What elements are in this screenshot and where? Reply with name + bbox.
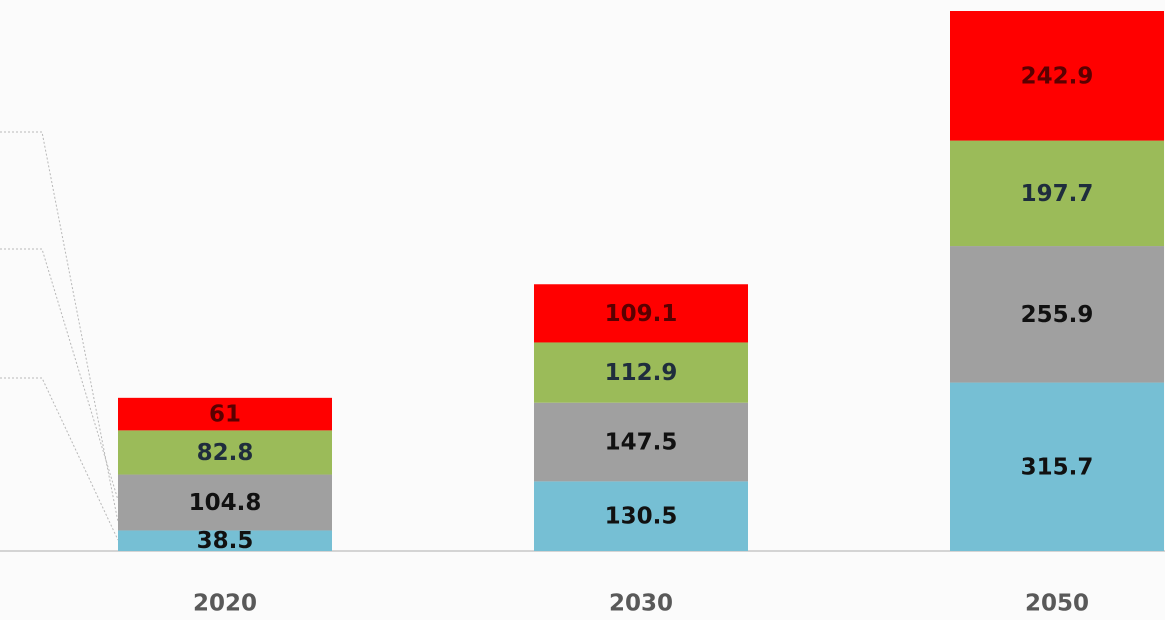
bar-segment bbox=[534, 402, 748, 482]
bar-segment bbox=[118, 474, 332, 531]
bar-segment bbox=[118, 397, 332, 431]
data-label: 197.7 bbox=[1021, 181, 1094, 207]
data-label: 104.8 bbox=[189, 490, 262, 516]
bar-segment bbox=[118, 430, 332, 475]
data-label: 147.5 bbox=[605, 430, 678, 456]
leader-line bbox=[0, 248, 119, 501]
leader-lines bbox=[0, 131, 119, 541]
x-tick-label: 2050 bbox=[1025, 591, 1089, 617]
bar-segment bbox=[950, 11, 1164, 141]
bar-segment bbox=[534, 342, 748, 403]
bar-segment bbox=[950, 382, 1164, 551]
data-label: 109.1 bbox=[605, 301, 678, 327]
data-label: 112.9 bbox=[605, 360, 678, 386]
x-tick-label: 2020 bbox=[193, 591, 257, 617]
data-label: 82.8 bbox=[197, 440, 254, 466]
bar-segment bbox=[950, 246, 1164, 383]
data-label: 315.7 bbox=[1021, 454, 1094, 480]
data-label: 255.9 bbox=[1021, 302, 1094, 328]
leader-line bbox=[0, 377, 119, 541]
data-label: 61 bbox=[209, 402, 241, 428]
data-label: 242.9 bbox=[1021, 63, 1094, 89]
leader-line bbox=[0, 131, 119, 523]
bar-segment bbox=[118, 530, 332, 551]
x-tick-label: 2030 bbox=[609, 591, 673, 617]
bar-segment bbox=[950, 140, 1164, 247]
data-label: 38.5 bbox=[197, 528, 254, 554]
data-label: 130.5 bbox=[605, 504, 678, 530]
bar-segment bbox=[534, 481, 748, 551]
bar-segment bbox=[534, 284, 748, 343]
